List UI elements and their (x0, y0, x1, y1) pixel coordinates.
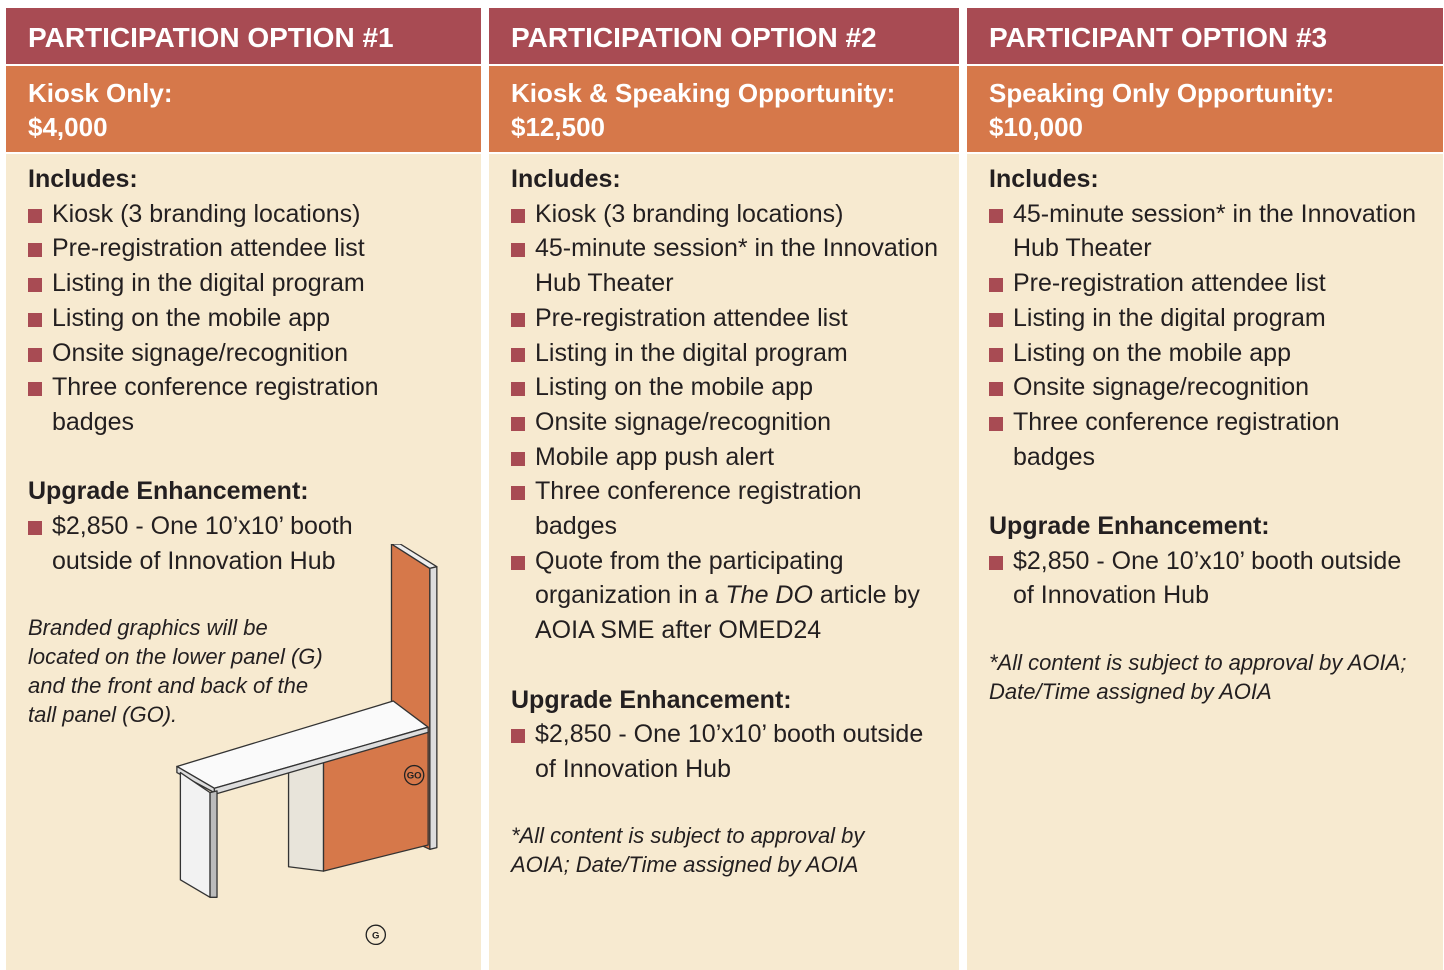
item-text: The DO (725, 581, 813, 610)
option-title: Kiosk Only: (28, 78, 173, 108)
include-item: Pre-registration attendee list (989, 266, 1423, 301)
spacer (989, 474, 1425, 509)
include-item: Onsite signage/recognition (511, 405, 941, 440)
include-item: Listing in the digital program (989, 301, 1423, 336)
include-item: Three conference registration badges (28, 370, 463, 439)
include-item: Listing in the digital program (511, 336, 941, 371)
option-column: PARTICIPATION OPTION #1 Kiosk Only: $4,000… (6, 8, 481, 970)
item-text: article by AOIA SME after OMED24 (535, 581, 920, 645)
panel-label: G (372, 930, 379, 941)
option-header: PARTICIPATION OPTION #1 (6, 8, 481, 64)
option-header: PARTICIPATION OPTION #2 (489, 8, 959, 64)
include-item: Pre-registration attendee list (511, 301, 941, 336)
spacer (511, 787, 941, 822)
option-column: PARTICIPANT OPTION #3 Speaking Only Oppor… (967, 8, 1443, 970)
spacer (989, 613, 1425, 648)
option-subheader: Kiosk & Speaking Opportunity: $12,500 (489, 66, 959, 152)
upgrade-label: Upgrade Enhancement: (511, 685, 792, 714)
option-body: Includes: Kiosk (3 branding locations) 45-… (489, 154, 959, 970)
include-item: 45-minute session* in the Innovation Hub… (989, 197, 1423, 266)
option-price: $12,500 (511, 112, 605, 142)
option-subheader: Speaking Only Opportunity: $10,000 (967, 66, 1443, 152)
upgrade-item: $2,850 - One 10’x10’ booth outside of In… (511, 717, 941, 786)
includes-label: Includes: (511, 165, 621, 193)
option-header: PARTICIPANT OPTION #3 (967, 8, 1443, 64)
kiosk-illustration: GO G (176, 544, 438, 946)
note: *All content is subject to approval by A… (511, 823, 865, 878)
option-subheader: Kiosk Only: $4,000 (6, 66, 481, 152)
include-item: Pre-registration attendee list (28, 231, 463, 266)
include-item: Three conference registration badges (989, 405, 1423, 474)
include-item: Listing on the mobile app (511, 370, 941, 405)
include-item: 45-minute session* in the Innovation Hub… (511, 231, 941, 300)
includes-label: Includes: (989, 165, 1099, 193)
upgrade-label: Upgrade Enhancement: (989, 512, 1270, 541)
include-item: Kiosk (3 branding locations) (511, 197, 941, 232)
include-item: Listing in the digital program (28, 266, 463, 301)
upgrade-label: Upgrade Enhancement: (28, 477, 309, 506)
spacer (28, 440, 463, 475)
label-circle (365, 924, 387, 946)
option-price: $4,000 (28, 112, 108, 142)
include-item: Quote from the participating organizatio… (511, 544, 941, 648)
option-price: $10,000 (989, 112, 1083, 142)
include-item: Onsite signage/recognition (28, 336, 463, 371)
note: *All content is subject to approval by A… (989, 649, 1407, 704)
option-column: PARTICIPATION OPTION #2 Kiosk & Speaking … (489, 8, 959, 970)
upgrade-item: $2,850 - One 10’x10’ booth outside of In… (989, 544, 1423, 613)
include-item: Three conference registration badges (511, 474, 941, 543)
option-body: Includes: Kiosk (3 branding locations) Pre… (6, 154, 481, 970)
upgrade-item: $2,850 - One 10’x10’ booth outside of In… (28, 509, 392, 578)
include-item: Listing on the mobile app (28, 301, 463, 336)
option-title: Speaking Only Opportunity: (989, 78, 1335, 108)
include-item: Listing on the mobile app (989, 336, 1423, 371)
item-text: Quote from the participating organizatio… (535, 546, 844, 610)
option-body: Includes: 45-minute session* in the Innov… (967, 154, 1443, 970)
include-item: Onsite signage/recognition (989, 370, 1423, 405)
note: Branded graphics will be located on the … (28, 615, 323, 728)
option-title: Kiosk & Speaking Opportunity: (511, 78, 896, 108)
panel-label: GO (407, 771, 422, 782)
include-item: Mobile app push alert (511, 440, 941, 475)
spacer (511, 648, 941, 683)
includes-label: Includes: (28, 165, 138, 193)
include-item: Kiosk (3 branding locations) (28, 197, 463, 232)
label-circle (403, 764, 425, 786)
